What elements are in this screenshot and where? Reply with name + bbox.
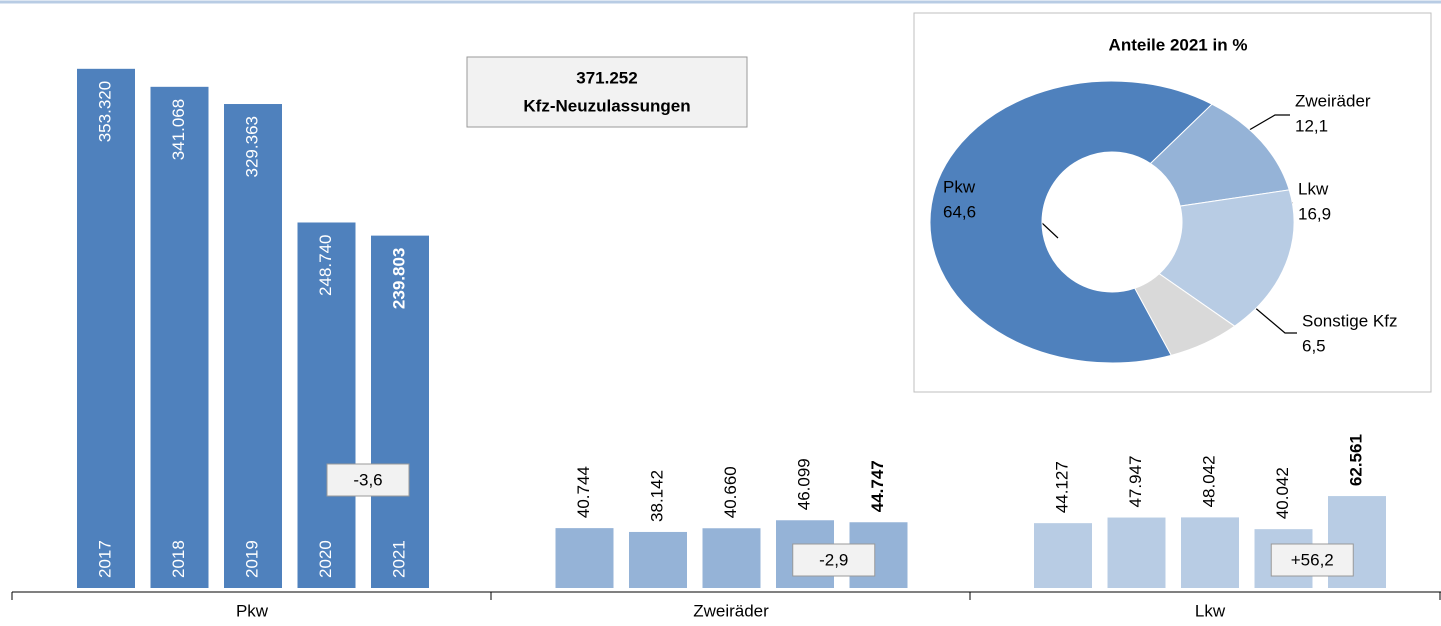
bar <box>150 86 209 588</box>
pie-label: Sonstige Kfz <box>1302 311 1397 330</box>
total-value: 371.252 <box>576 68 637 87</box>
donut-segment <box>1149 103 1290 207</box>
bar <box>77 68 135 588</box>
bar <box>1107 517 1166 588</box>
year-label: 2021 <box>389 540 408 578</box>
change-label: -3,6 <box>353 470 382 489</box>
value-label: 48.042 <box>1199 455 1218 507</box>
value-label: 44.127 <box>1052 461 1071 513</box>
change-box <box>326 463 410 497</box>
value-label: 46.099 <box>794 458 813 510</box>
bar <box>371 235 429 589</box>
year-label: 2019 <box>242 540 261 578</box>
bar <box>297 222 356 588</box>
x-tick-label: Zweiräder <box>693 601 769 620</box>
value-label: 40.744 <box>574 466 593 518</box>
pie-label: Lkw <box>1298 179 1329 198</box>
pie-value: 64,6 <box>943 202 976 221</box>
pie-value: 12,1 <box>1295 116 1328 135</box>
bar <box>1181 517 1239 588</box>
value-label: 239.803 <box>389 248 408 309</box>
pie-label: Pkw <box>943 177 976 196</box>
year-label: 2018 <box>169 540 188 578</box>
value-label: 341.068 <box>169 99 188 160</box>
bar <box>629 531 687 588</box>
value-label: 44.747 <box>868 460 887 512</box>
value-label: 62.561 <box>1346 434 1365 486</box>
total-text: Kfz-Neuzulassungen <box>523 96 690 115</box>
bar <box>1034 523 1092 588</box>
change-label: +56,2 <box>1291 550 1334 569</box>
pie-value: 16,9 <box>1298 204 1331 223</box>
value-label: 40.660 <box>721 466 740 518</box>
pie-title: Anteile 2021 in % <box>1109 35 1248 54</box>
change-label: -2,9 <box>819 550 848 569</box>
year-label: 2017 <box>95 540 114 578</box>
value-label: 40.042 <box>1273 467 1292 519</box>
x-tick-label: Lkw <box>1195 601 1226 620</box>
value-label: 353.320 <box>95 81 114 142</box>
change-box <box>792 543 876 577</box>
value-label: 248.740 <box>316 234 335 295</box>
donut-segment <box>1134 273 1236 356</box>
bar <box>224 104 282 588</box>
value-label: 47.947 <box>1126 456 1145 508</box>
bar <box>555 528 614 588</box>
pie-value: 6,5 <box>1302 336 1326 355</box>
change-box <box>1270 543 1354 577</box>
total-box <box>466 56 748 128</box>
value-label: 38.142 <box>647 470 666 522</box>
value-label: 329.363 <box>242 116 261 177</box>
pie-label: Zweiräder <box>1295 91 1371 110</box>
donut-segment <box>1158 189 1295 327</box>
year-label: 2020 <box>316 540 335 578</box>
donut-segment <box>929 80 1213 364</box>
bar <box>702 528 761 588</box>
x-tick-label: Pkw <box>236 601 269 620</box>
